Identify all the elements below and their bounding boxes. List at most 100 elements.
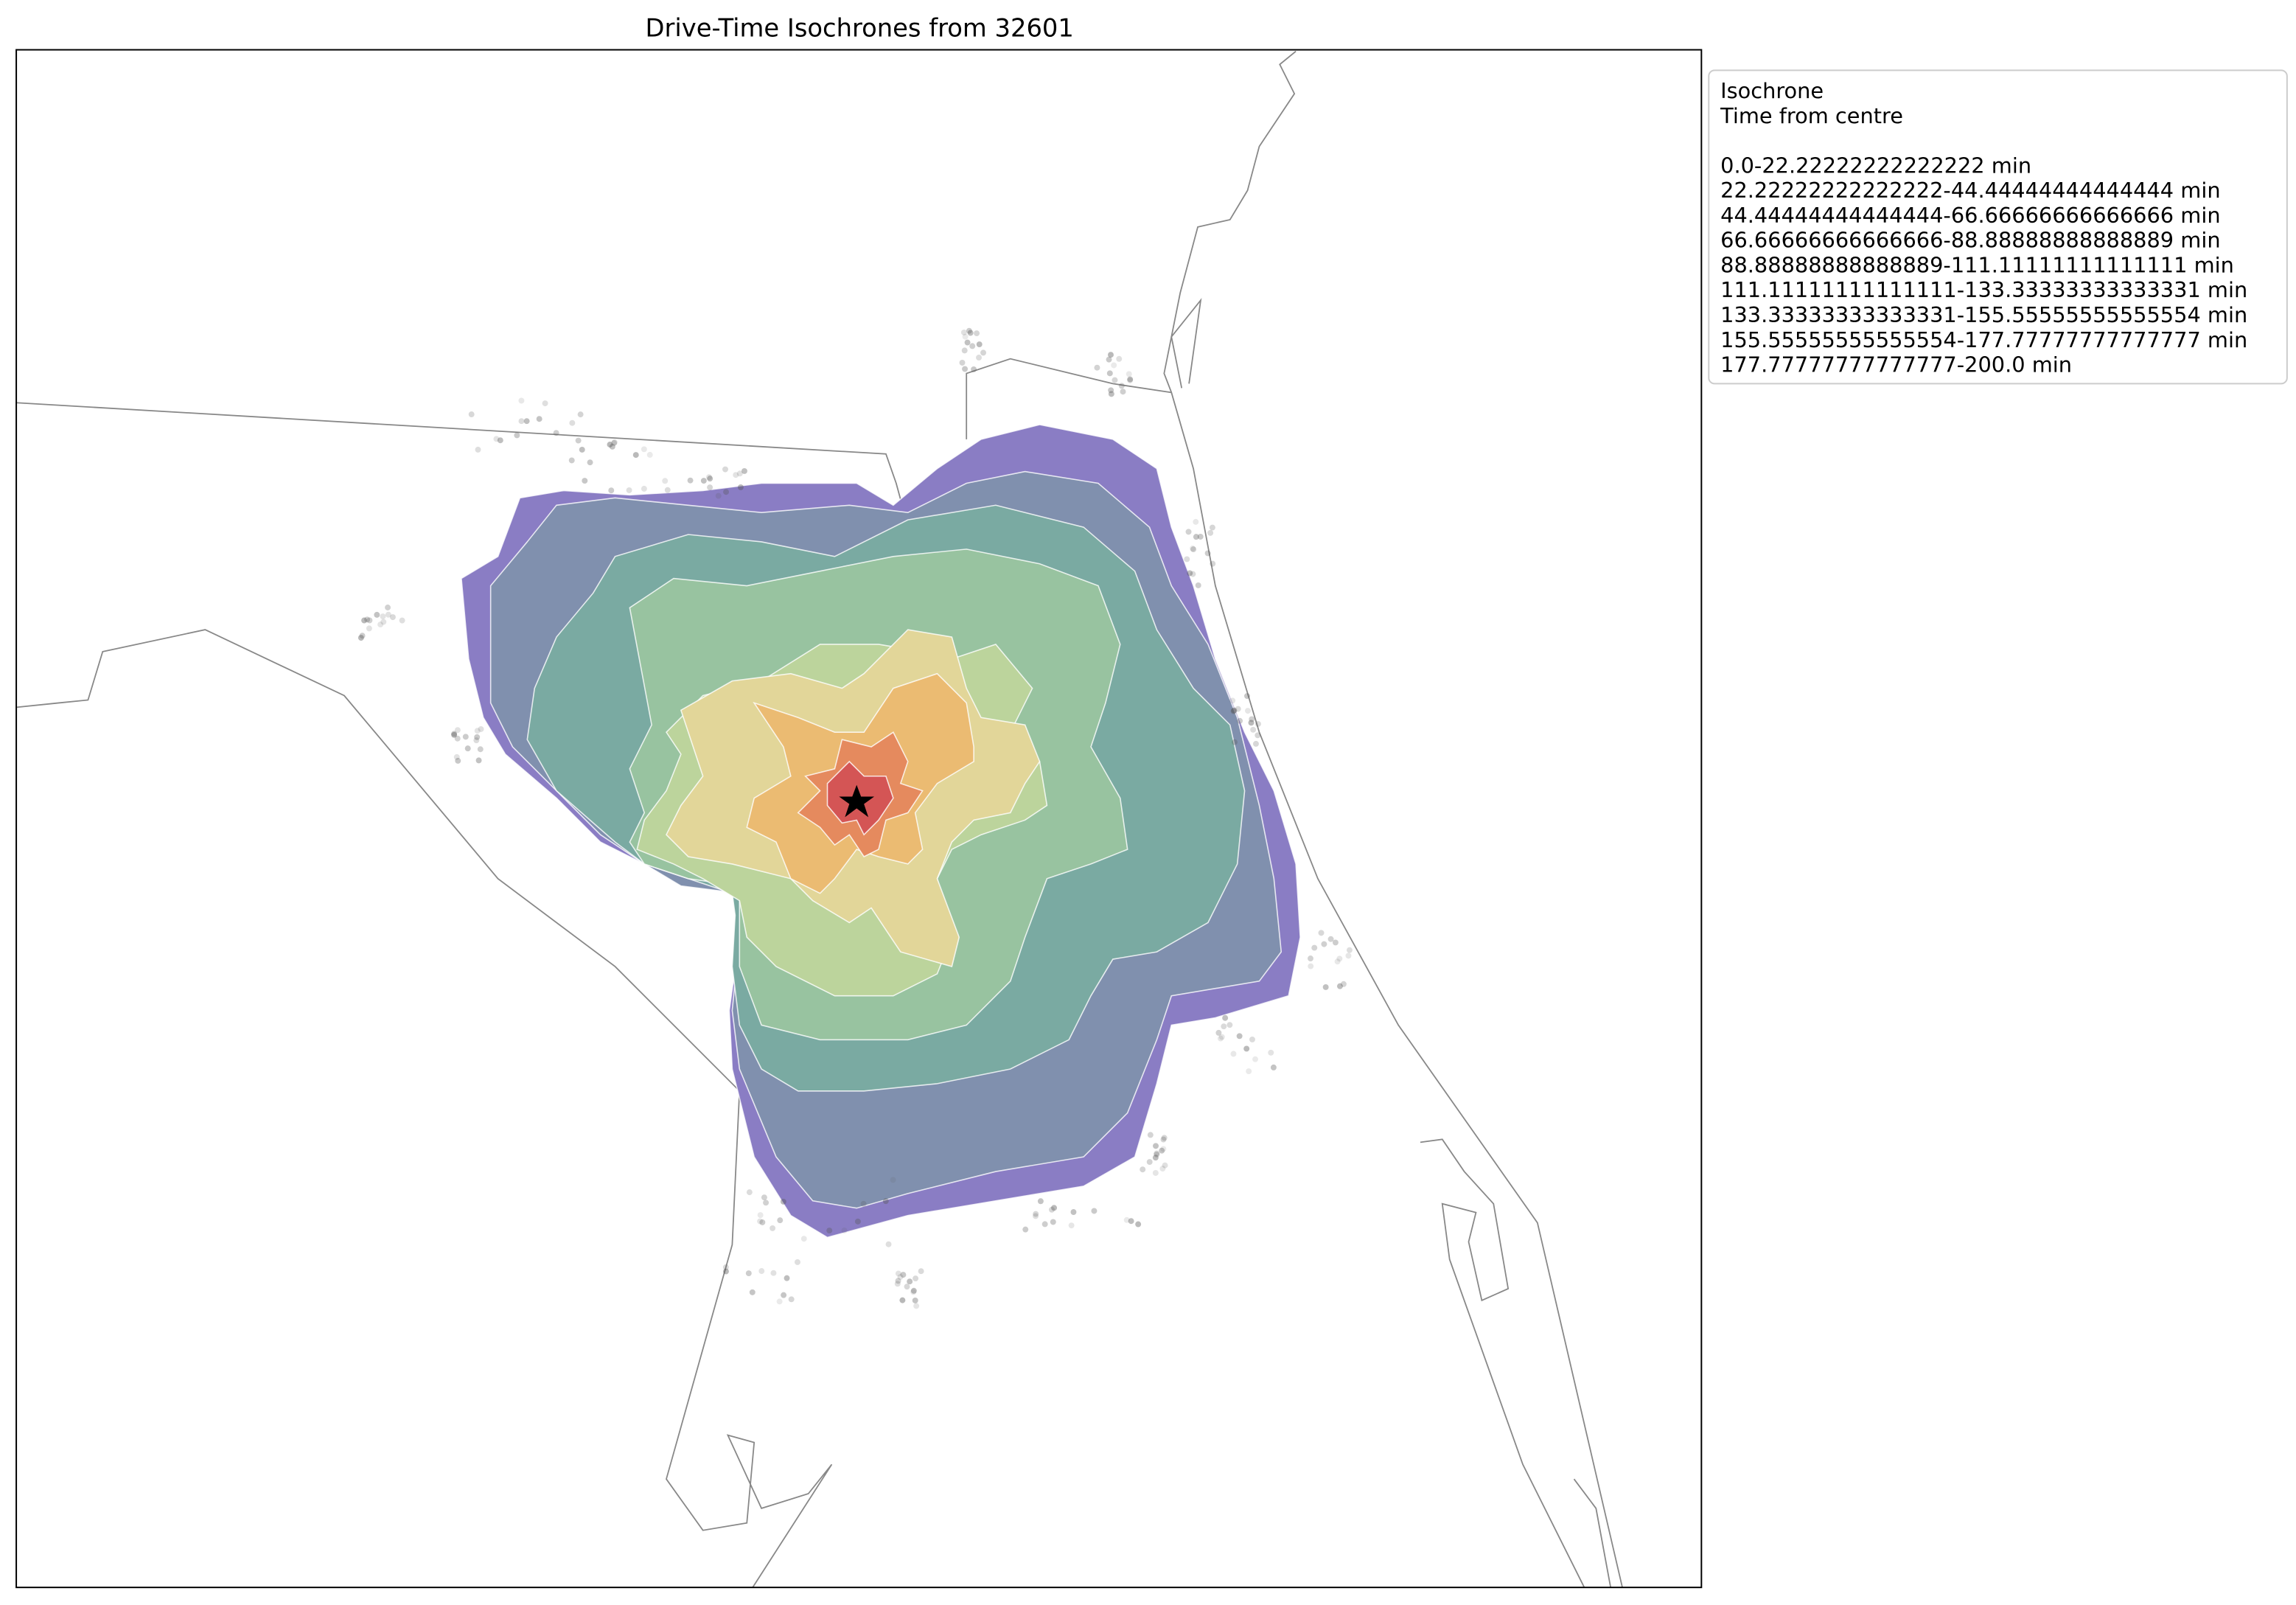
road-point <box>1108 387 1114 394</box>
road-point <box>1190 546 1197 553</box>
road-point <box>364 616 371 623</box>
map-title: Drive-Time Isochrones from 32601 <box>645 14 1073 43</box>
legend-entry: 66.66666666666666-88.88888888888889 min <box>1720 228 2220 253</box>
road-point <box>1147 1132 1154 1138</box>
road-point <box>913 1275 919 1282</box>
road-point <box>579 446 585 453</box>
road-point <box>912 1297 918 1303</box>
road-point <box>1249 716 1255 723</box>
road-point <box>761 1194 767 1201</box>
road-point <box>1159 1166 1166 1172</box>
road-point <box>1154 1151 1160 1157</box>
coastline <box>1420 1138 1585 1588</box>
road-point <box>854 1218 861 1225</box>
road-point <box>788 1296 795 1303</box>
road-point <box>885 1241 892 1247</box>
road-point <box>1037 1198 1044 1205</box>
road-point <box>1154 1150 1160 1157</box>
legend-box <box>1708 69 2288 385</box>
road-point <box>800 1236 807 1242</box>
road-point <box>1215 1029 1222 1036</box>
road-point <box>1250 726 1257 733</box>
road-point <box>971 366 977 372</box>
road-point <box>1195 582 1201 588</box>
road-point <box>1210 560 1216 567</box>
road-point <box>770 1225 776 1231</box>
road-point <box>1112 377 1118 383</box>
road-point <box>1108 391 1114 397</box>
road-point <box>1237 717 1243 724</box>
origin-marker <box>839 784 875 818</box>
road-point <box>1308 955 1313 961</box>
road-point <box>733 472 739 478</box>
legend-entry: 155.55555555555554-177.77777777777777 mi… <box>1720 327 2247 352</box>
road-point <box>1068 1222 1075 1229</box>
road-point <box>451 731 458 738</box>
road-point <box>385 605 391 610</box>
legend-entry: 111.11111111111111-133.33333333333331 mi… <box>1720 277 2247 302</box>
road-point <box>1022 1226 1029 1233</box>
road-point <box>462 734 469 740</box>
road-point <box>967 330 974 336</box>
road-point <box>1340 981 1347 987</box>
road-point <box>722 1268 729 1275</box>
road-point <box>646 451 653 458</box>
road-point <box>1243 1045 1250 1052</box>
road-point <box>1160 1136 1167 1143</box>
road-point <box>1334 958 1341 965</box>
road-point <box>894 1281 901 1287</box>
road-point <box>895 1270 901 1277</box>
map-area <box>15 50 1623 1588</box>
road-point <box>518 397 525 404</box>
road-point <box>707 476 713 482</box>
road-point <box>722 1264 729 1270</box>
road-point <box>1245 708 1251 714</box>
road-point <box>826 1228 833 1234</box>
road-point <box>980 349 987 356</box>
coastline <box>1163 50 1623 1588</box>
road-point <box>609 443 615 450</box>
road-point <box>1255 720 1261 727</box>
road-points <box>357 327 1353 1309</box>
state-border <box>966 358 1172 439</box>
road-point <box>1162 1162 1168 1169</box>
road-point <box>514 432 520 439</box>
road-point <box>1235 706 1241 712</box>
road-point <box>366 625 372 632</box>
road-point <box>741 467 747 474</box>
road-point <box>477 746 484 753</box>
road-point <box>1127 376 1134 383</box>
road-point <box>1207 529 1214 536</box>
road-point <box>1222 1014 1229 1021</box>
road-point <box>974 330 980 337</box>
road-point <box>626 487 632 493</box>
road-point <box>361 617 368 624</box>
road-point <box>910 1289 917 1295</box>
road-point <box>1336 955 1343 962</box>
road-point <box>374 611 380 618</box>
road-point <box>1184 556 1190 563</box>
road-point <box>664 487 671 493</box>
road-point <box>380 613 386 620</box>
road-point <box>1252 1056 1258 1062</box>
road-point <box>497 437 503 444</box>
road-point <box>897 1274 904 1281</box>
road-point <box>1106 370 1113 377</box>
isochrones <box>461 424 1301 1239</box>
road-point <box>1153 1143 1159 1149</box>
road-point <box>1116 355 1123 362</box>
road-point <box>454 727 461 734</box>
road-point <box>493 436 500 442</box>
road-point <box>1221 1023 1227 1030</box>
road-point <box>1051 1205 1058 1211</box>
road-point <box>478 726 484 732</box>
road-point <box>962 333 969 340</box>
road-point <box>1230 1051 1237 1057</box>
road-point <box>385 611 391 618</box>
road-point <box>568 457 575 464</box>
road-point <box>641 446 647 453</box>
road-point <box>1193 518 1199 525</box>
road-point <box>577 411 584 418</box>
road-point <box>455 757 461 764</box>
